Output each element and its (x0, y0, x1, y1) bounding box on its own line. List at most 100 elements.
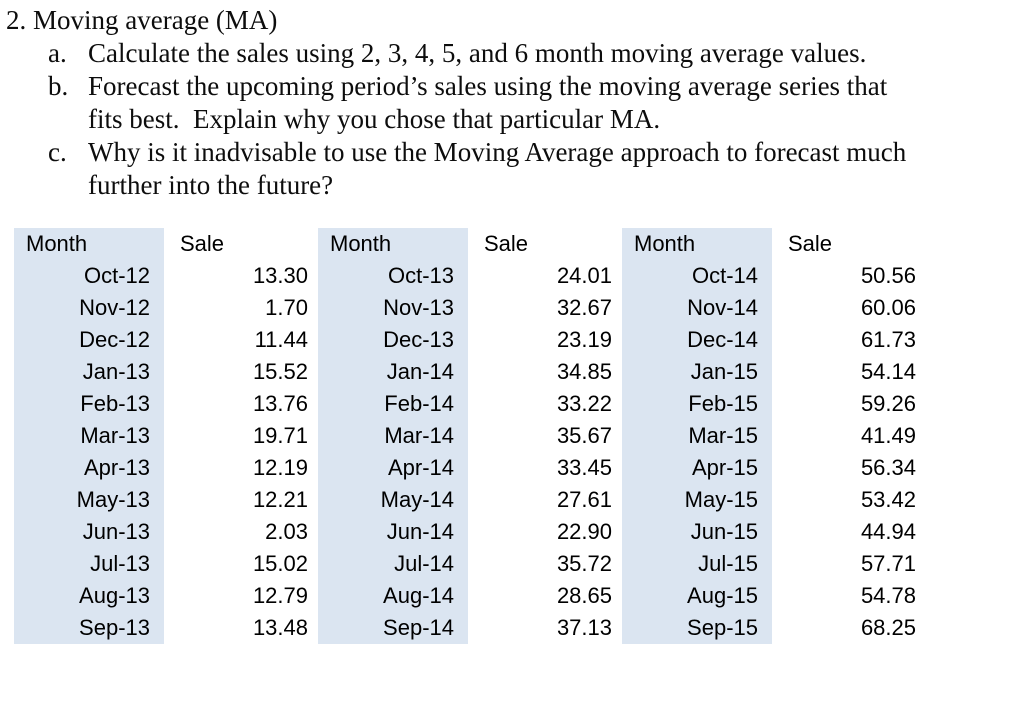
table-row: Mar-14 35.67 (318, 420, 614, 452)
month-cell: Jun-15 (622, 516, 772, 548)
sale-header-cell: Sale (164, 228, 310, 260)
list-item-text: Forecast the upcoming period’s sales usi… (88, 70, 887, 136)
table-row: Oct-14 50.56 (622, 260, 918, 292)
table-row: May-14 27.61 (318, 484, 614, 516)
sales-table-2013-2014: Month Sale Oct-13 24.01 Nov-13 32.67 Dec-13 2… (318, 228, 614, 644)
list-item-line: further into the future? (88, 170, 334, 200)
table-row: Dec-13 23.19 (318, 324, 614, 356)
sale-header-cell: Sale (772, 228, 918, 260)
list-item-label: a. (48, 38, 67, 68)
sale-cell: 54.78 (772, 580, 918, 612)
month-cell: Jan-15 (622, 356, 772, 388)
list-item-a: a. Calculate the sales using 2, 3, 4, 5,… (6, 37, 1016, 70)
month-cell: Apr-13 (14, 452, 164, 484)
list-item-c: c. Why is it inadvisable to use the Movi… (6, 136, 1016, 202)
month-header-cell: Month (318, 228, 468, 260)
sale-cell: 24.01 (468, 260, 614, 292)
sale-cell: 19.71 (164, 420, 310, 452)
sale-cell: 44.94 (772, 516, 918, 548)
sale-cell: 28.65 (468, 580, 614, 612)
list-item-line: Forecast the upcoming period’s sales usi… (88, 71, 888, 101)
problem-title: 2. Moving average (MA) (6, 5, 278, 35)
table-row: Oct-13 24.01 (318, 260, 614, 292)
month-cell: Oct-14 (622, 260, 772, 292)
sale-header-cell: Sale (468, 228, 614, 260)
month-cell: Mar-14 (318, 420, 468, 452)
table-body: Oct-13 24.01 Nov-13 32.67 Dec-13 23.19 Jan-14 3… (318, 260, 614, 644)
table-row: Nov-12 1.70 (14, 292, 310, 324)
month-header-cell: Month (622, 228, 772, 260)
table-row: Jul-14 35.72 (318, 548, 614, 580)
sale-cell: 13.48 (164, 612, 310, 644)
sale-cell: 22.90 (468, 516, 614, 548)
list-item-line: fits best. Explain why you chose that pa… (88, 104, 661, 134)
month-cell: Oct-12 (14, 260, 164, 292)
sale-cell: 35.72 (468, 548, 614, 580)
month-cell: Nov-13 (318, 292, 468, 324)
sale-cell: 1.70 (164, 292, 310, 324)
list-item-label: c. (48, 137, 67, 167)
month-cell: Feb-15 (622, 388, 772, 420)
month-cell: Jun-14 (318, 516, 468, 548)
month-cell: Apr-14 (318, 452, 468, 484)
month-header-cell: Month (14, 228, 164, 260)
month-cell: Sep-14 (318, 612, 468, 644)
sale-cell: 50.56 (772, 260, 918, 292)
list-item-line: Why is it inadvisable to use the Moving … (88, 137, 907, 167)
month-cell: Jun-13 (14, 516, 164, 548)
sale-cell: 12.19 (164, 452, 310, 484)
sale-cell: 23.19 (468, 324, 614, 356)
sale-cell: 68.25 (772, 612, 918, 644)
sale-cell: 60.06 (772, 292, 918, 324)
sale-cell: 12.21 (164, 484, 310, 516)
month-cell: Nov-14 (622, 292, 772, 324)
month-cell: Jan-13 (14, 356, 164, 388)
table-row: Sep-14 37.13 (318, 612, 614, 644)
month-cell: Apr-15 (622, 452, 772, 484)
sale-cell: 57.71 (772, 548, 918, 580)
table-row: Jan-14 34.85 (318, 356, 614, 388)
sale-cell: 37.13 (468, 612, 614, 644)
sale-cell: 59.26 (772, 388, 918, 420)
table-row: Nov-14 60.06 (622, 292, 918, 324)
month-cell: Aug-14 (318, 580, 468, 612)
table-row: Feb-14 33.22 (318, 388, 614, 420)
table-row: Feb-13 13.76 (14, 388, 310, 420)
table-header-row: Month Sale (14, 228, 310, 260)
month-cell: Sep-13 (14, 612, 164, 644)
table-row: Oct-12 13.30 (14, 260, 310, 292)
month-cell: Jul-14 (318, 548, 468, 580)
month-cell: Jan-14 (318, 356, 468, 388)
table-row: Apr-15 56.34 (622, 452, 918, 484)
table-row: May-13 12.21 (14, 484, 310, 516)
table-row: Sep-13 13.48 (14, 612, 310, 644)
table-row: Nov-13 32.67 (318, 292, 614, 324)
sale-cell: 32.67 (468, 292, 614, 324)
list-item-text: Why is it inadvisable to use the Moving … (88, 136, 906, 202)
sales-table-2014-2015: Month Sale Oct-14 50.56 Nov-14 60.06 Dec-14 6… (622, 228, 918, 644)
table-row: Sep-15 68.25 (622, 612, 918, 644)
month-cell: Feb-13 (14, 388, 164, 420)
sale-cell: 34.85 (468, 356, 614, 388)
table-row: Aug-13 12.79 (14, 580, 310, 612)
sale-cell: 11.44 (164, 324, 310, 356)
table-row: Aug-14 28.65 (318, 580, 614, 612)
sale-cell: 33.22 (468, 388, 614, 420)
table-row: Mar-13 19.71 (14, 420, 310, 452)
month-cell: Oct-13 (318, 260, 468, 292)
list-item-text: Calculate the sales using 2, 3, 4, 5, an… (88, 37, 866, 70)
sale-cell: 13.76 (164, 388, 310, 420)
table-body: Oct-12 13.30 Nov-12 1.70 Dec-12 11.44 Jan-13 15… (14, 260, 310, 644)
table-header-row: Month Sale (622, 228, 918, 260)
sale-cell: 27.61 (468, 484, 614, 516)
month-cell: Mar-15 (622, 420, 772, 452)
table-row: Apr-13 12.19 (14, 452, 310, 484)
month-cell: Aug-15 (622, 580, 772, 612)
month-cell: Mar-13 (14, 420, 164, 452)
list-item-b: b. Forecast the upcoming period’s sales … (6, 70, 1016, 136)
sale-cell: 41.49 (772, 420, 918, 452)
sale-cell: 2.03 (164, 516, 310, 548)
sale-cell: 15.52 (164, 356, 310, 388)
sale-cell: 15.02 (164, 548, 310, 580)
sale-cell: 61.73 (772, 324, 918, 356)
